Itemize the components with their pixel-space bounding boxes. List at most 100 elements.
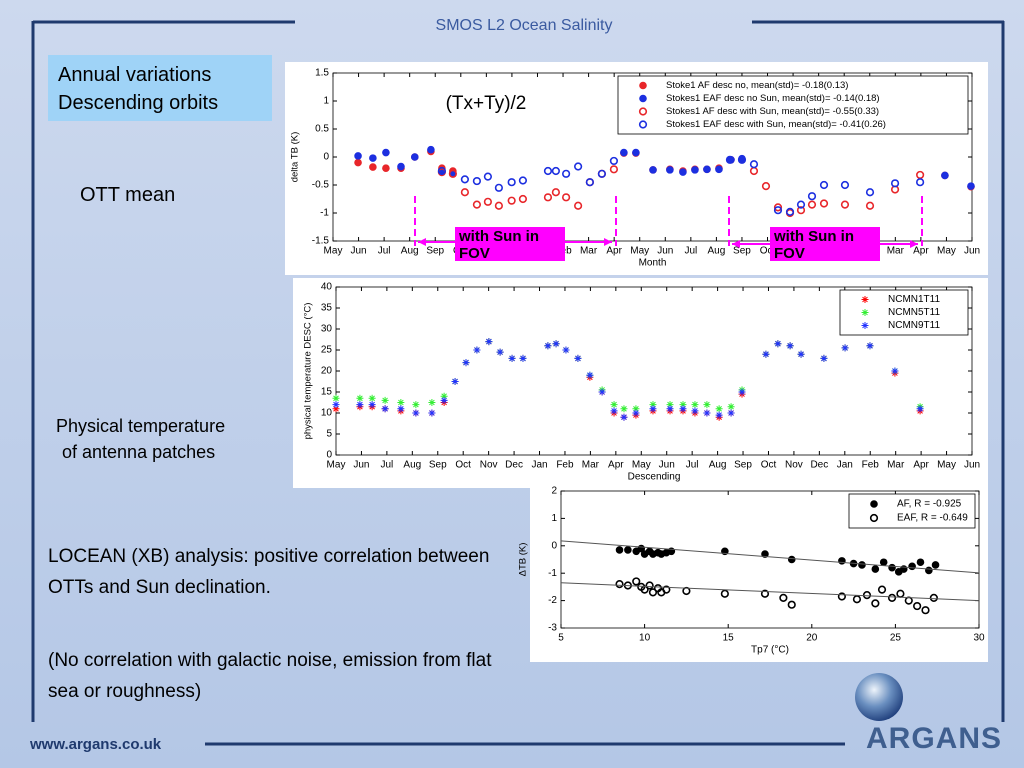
x-tick-label: May	[632, 460, 651, 471]
x-tick-label: Apr	[913, 246, 929, 257]
x-tick-label: Jul	[380, 460, 393, 471]
y-axis-label: ΔTB (K)	[518, 543, 529, 577]
point	[648, 588, 658, 597]
y-tick-label: 0	[326, 450, 332, 461]
sun-box: with Sun in FOV	[770, 227, 880, 262]
point	[691, 407, 699, 415]
annotation: (Tx+Ty)/2	[446, 93, 527, 114]
x-tick-label: May	[937, 460, 956, 471]
point	[785, 207, 795, 216]
legend-box	[848, 493, 976, 529]
y-axis-label: physical temperature DESC (°C)	[303, 303, 314, 440]
point	[620, 413, 628, 421]
x-tick-label: Dec	[810, 460, 828, 471]
point	[720, 589, 729, 598]
point	[727, 409, 735, 417]
point	[427, 145, 435, 154]
x-tick-label: Jan	[837, 460, 853, 471]
point	[610, 401, 618, 409]
point	[666, 405, 674, 413]
point	[891, 367, 899, 375]
point	[662, 585, 671, 594]
x-tick-label: Aug	[709, 460, 727, 471]
point	[440, 396, 448, 404]
legend-marker	[639, 81, 647, 90]
point	[586, 371, 594, 379]
point	[913, 601, 922, 611]
point	[738, 388, 746, 396]
footer-url: www.argans.co.uk	[29, 736, 162, 753]
point	[632, 577, 641, 586]
point	[762, 350, 770, 358]
point	[448, 169, 457, 178]
x-tick-label: Dec	[505, 460, 523, 471]
y-tick-label: 2	[551, 486, 557, 497]
point	[931, 561, 940, 569]
point	[871, 599, 880, 608]
y-tick-label: 1	[323, 96, 329, 107]
point	[858, 561, 866, 569]
x-tick-label: Feb	[556, 460, 574, 471]
point	[852, 595, 862, 604]
point	[737, 155, 747, 164]
point	[332, 394, 340, 402]
point	[397, 405, 405, 413]
point	[787, 600, 796, 609]
point	[679, 401, 687, 409]
x-tick-label: Nov	[480, 460, 498, 471]
legend-marker	[869, 513, 879, 523]
point	[941, 171, 949, 180]
point	[437, 166, 446, 176]
y-tick-label: -3	[548, 623, 557, 634]
point	[369, 163, 377, 171]
legend-box	[617, 75, 969, 135]
point	[666, 401, 674, 409]
point	[412, 409, 420, 417]
x-tick-label: Mar	[887, 246, 905, 257]
point	[562, 169, 571, 178]
x-tick-label: May	[937, 246, 956, 257]
point	[749, 160, 759, 169]
point	[820, 354, 828, 362]
point	[472, 200, 482, 209]
y-tick-label: 0	[551, 540, 557, 551]
paragraph: LOCEAN (XB) analysis: positive correlati…	[48, 546, 490, 598]
point	[382, 148, 390, 157]
point	[838, 557, 846, 565]
title-box-line: Annual variations	[58, 64, 212, 86]
point	[819, 180, 829, 190]
point	[356, 401, 364, 409]
point	[552, 340, 560, 348]
x-tick-label: Jun	[657, 246, 673, 257]
legend-marker	[639, 94, 647, 103]
legend-label: Stokes1 EAF desc no Sun, mean(std)= -0.1…	[666, 93, 880, 104]
y-tick-label: 40	[321, 282, 333, 293]
point	[428, 399, 436, 406]
point	[819, 199, 829, 208]
paragraph: (No correlation with galactic noise, emi…	[48, 650, 492, 702]
point	[485, 338, 493, 346]
point	[841, 344, 849, 352]
point	[797, 350, 805, 358]
point	[615, 580, 624, 589]
x-tick-label: May	[630, 246, 649, 257]
x-tick-label: Jul	[686, 460, 699, 471]
point	[472, 176, 482, 186]
point	[428, 409, 436, 417]
point	[381, 396, 389, 404]
y-tick-label: -0.5	[312, 180, 330, 191]
title-box-line: Descending orbits	[58, 92, 219, 114]
x-tick-label: Apr	[606, 246, 622, 257]
x-tick-label: Mar	[580, 246, 598, 257]
x-tick-label: Aug	[708, 246, 726, 257]
legend-box	[839, 289, 969, 336]
y-tick-label: -2	[548, 595, 557, 606]
point	[544, 342, 552, 350]
x-tick-label: Sep	[429, 460, 447, 471]
fit-line	[560, 582, 980, 602]
y-tick-label: -1	[320, 208, 329, 219]
y-tick-label: 10	[321, 408, 333, 419]
x-axis-label: Descending	[628, 472, 681, 483]
point	[397, 162, 405, 171]
